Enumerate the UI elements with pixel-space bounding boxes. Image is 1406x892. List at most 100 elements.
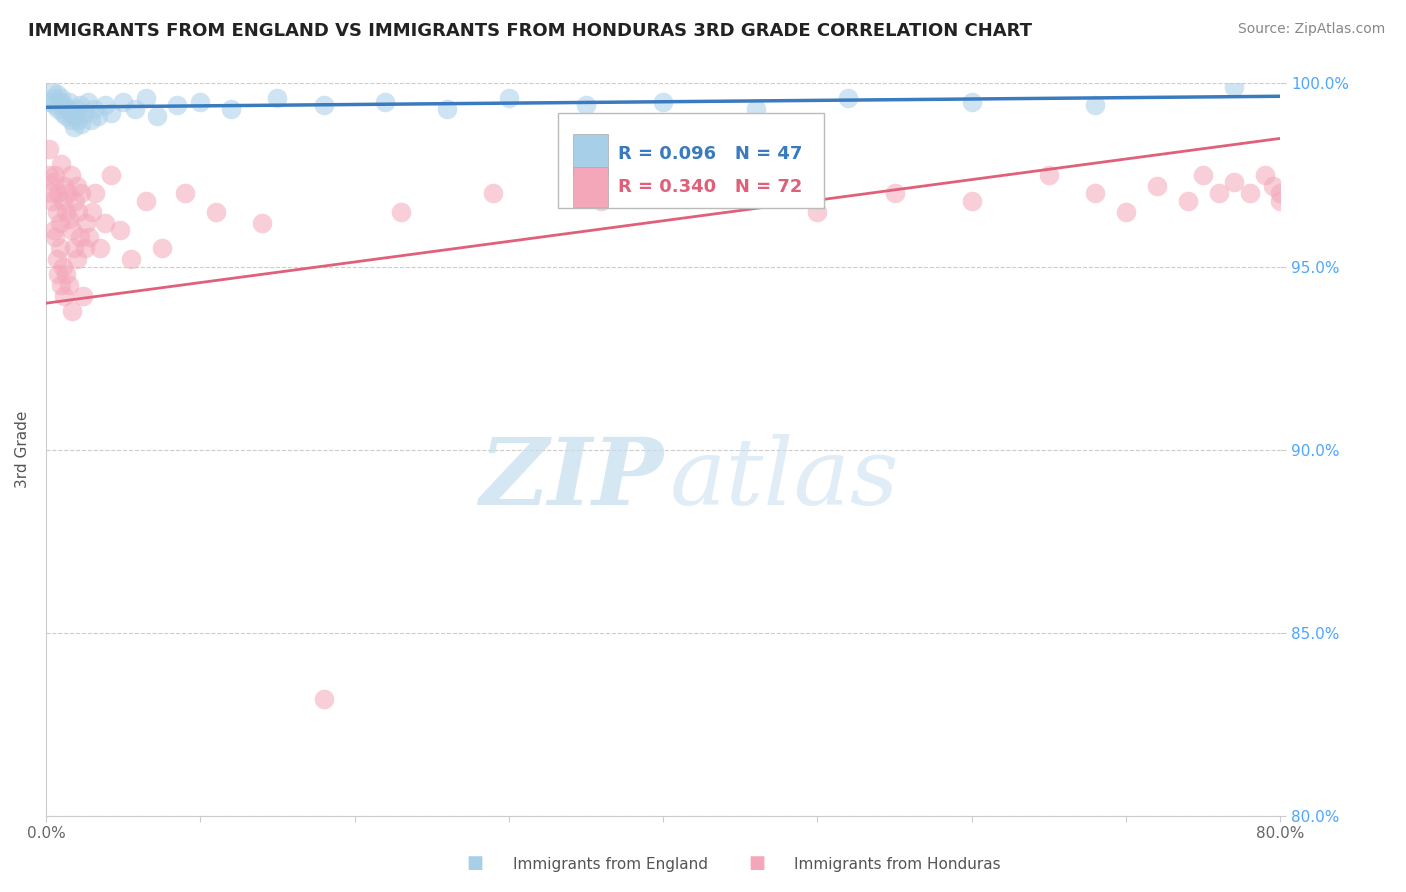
- Point: [41, 84, 63, 98]
- Point: [93, 216, 115, 230]
- Point: [436, 102, 458, 116]
- Point: [58, 211, 80, 226]
- Point: [41, 194, 63, 208]
- Point: [135, 194, 157, 208]
- Point: [1084, 186, 1107, 201]
- Point: [66, 179, 89, 194]
- Point: [56, 102, 79, 116]
- Point: [146, 109, 169, 123]
- Point: [69, 230, 91, 244]
- Point: [42, 175, 65, 189]
- Point: [837, 91, 859, 105]
- Point: [89, 241, 111, 255]
- Point: [312, 98, 335, 112]
- Point: [1239, 186, 1261, 201]
- Point: [312, 691, 335, 706]
- Point: [51, 157, 73, 171]
- Text: IMMIGRANTS FROM ENGLAND VS IMMIGRANTS FROM HONDURAS 3RD GRADE CORRELATION CHART: IMMIGRANTS FROM ENGLAND VS IMMIGRANTS FR…: [28, 22, 1032, 40]
- Point: [166, 98, 188, 112]
- Point: [76, 95, 98, 109]
- Point: [51, 277, 73, 292]
- Point: [55, 109, 77, 123]
- Point: [49, 241, 72, 255]
- Point: [806, 204, 828, 219]
- Point: [55, 204, 77, 219]
- Text: R = 0.096   N = 47: R = 0.096 N = 47: [617, 145, 801, 162]
- Point: [1223, 175, 1246, 189]
- Point: [52, 194, 75, 208]
- Point: [389, 204, 412, 219]
- Point: [55, 267, 77, 281]
- Point: [46, 267, 69, 281]
- Point: [49, 216, 72, 230]
- Bar: [574, 134, 607, 174]
- Point: [66, 252, 89, 267]
- Point: [45, 204, 67, 219]
- Point: [38, 95, 60, 109]
- Point: [652, 95, 675, 109]
- Point: [1270, 194, 1292, 208]
- Text: Source: ZipAtlas.com: Source: ZipAtlas.com: [1237, 22, 1385, 37]
- Point: [745, 102, 768, 116]
- Point: [65, 194, 87, 208]
- Point: [45, 252, 67, 267]
- Point: [1254, 168, 1277, 182]
- Point: [59, 113, 82, 128]
- Point: [250, 216, 273, 230]
- Point: [53, 98, 76, 112]
- Point: [575, 98, 598, 112]
- Point: [58, 95, 80, 109]
- Point: [60, 105, 83, 120]
- Point: [66, 102, 89, 116]
- Point: [42, 223, 65, 237]
- Point: [69, 98, 91, 112]
- Point: [67, 204, 90, 219]
- Point: [77, 230, 100, 244]
- Point: [49, 95, 72, 109]
- Point: [59, 168, 82, 182]
- Point: [60, 223, 83, 237]
- Point: [1146, 179, 1168, 194]
- Point: [266, 91, 288, 105]
- Text: ■: ■: [748, 855, 765, 872]
- Point: [960, 95, 983, 109]
- Point: [135, 91, 157, 105]
- Point: [219, 102, 242, 116]
- FancyBboxPatch shape: [558, 112, 824, 208]
- Point: [93, 98, 115, 112]
- Text: Immigrants from England: Immigrants from England: [513, 857, 709, 872]
- Point: [70, 117, 93, 131]
- Point: [37, 168, 59, 182]
- Point: [120, 252, 142, 267]
- Point: [883, 186, 905, 201]
- Point: [84, 186, 107, 201]
- Point: [150, 241, 173, 255]
- Bar: [574, 167, 607, 207]
- Point: [58, 277, 80, 292]
- Point: [1115, 204, 1137, 219]
- Point: [52, 105, 75, 120]
- Point: [1084, 98, 1107, 112]
- Point: [498, 91, 520, 105]
- Point: [60, 303, 83, 318]
- Point: [1192, 168, 1215, 182]
- Point: [1223, 80, 1246, 95]
- Point: [70, 186, 93, 201]
- Point: [87, 109, 110, 123]
- Point: [45, 87, 67, 102]
- Point: [44, 98, 66, 112]
- Point: [82, 204, 104, 219]
- Point: [591, 194, 613, 208]
- Point: [173, 186, 195, 201]
- Point: [80, 113, 103, 128]
- Point: [112, 95, 135, 109]
- Text: R = 0.340   N = 72: R = 0.340 N = 72: [617, 178, 801, 196]
- Point: [44, 230, 66, 244]
- Point: [39, 186, 62, 201]
- Point: [56, 186, 79, 201]
- Text: ■: ■: [467, 855, 484, 872]
- Point: [100, 105, 122, 120]
- Point: [62, 241, 84, 255]
- Text: ZIP: ZIP: [479, 434, 664, 524]
- Point: [124, 102, 146, 116]
